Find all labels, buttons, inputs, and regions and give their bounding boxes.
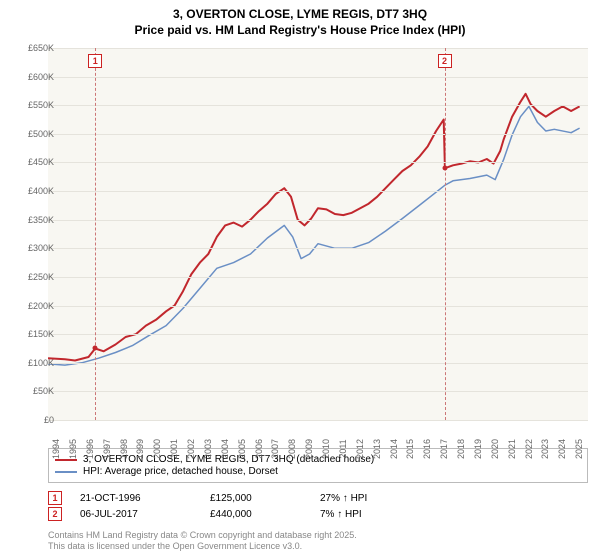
- transaction-marker: 1: [48, 491, 62, 505]
- x-axis-label: 2002: [186, 439, 196, 459]
- x-axis-label: 1996: [85, 439, 95, 459]
- x-axis-label: 2014: [389, 439, 399, 459]
- x-axis-label: 2022: [524, 439, 534, 459]
- x-axis-label: 1997: [102, 439, 112, 459]
- x-axis-label: 2007: [270, 439, 280, 459]
- y-axis-label: £250K: [28, 272, 54, 282]
- chart-container: 3, OVERTON CLOSE, LYME REGIS, DT7 3HQ Pr…: [0, 0, 600, 560]
- credits-line1: Contains HM Land Registry data © Crown c…: [48, 530, 357, 541]
- transaction-marker: 2: [48, 507, 62, 521]
- x-axis-label: 2008: [287, 439, 297, 459]
- legend-label: HPI: Average price, detached house, Dors…: [83, 466, 278, 477]
- x-axis-label: 2005: [237, 439, 247, 459]
- x-axis-label: 2021: [507, 439, 517, 459]
- transaction-row: 1 21-OCT-1996 £125,000 27% ↑ HPI: [48, 490, 397, 506]
- y-axis-label: £400K: [28, 186, 54, 196]
- x-axis-label: 2024: [557, 439, 567, 459]
- x-axis-label: 2001: [169, 439, 179, 459]
- legend-item-price-paid: 3, OVERTON CLOSE, LYME REGIS, DT7 3HQ (d…: [55, 454, 581, 465]
- y-axis-label: £0: [44, 415, 54, 425]
- transaction-price: £125,000: [210, 493, 290, 504]
- transaction-delta: 7% ↑ HPI: [320, 509, 362, 520]
- chart-marker: 2: [438, 54, 452, 68]
- credits: Contains HM Land Registry data © Crown c…: [48, 530, 357, 553]
- x-axis-label: 2020: [490, 439, 500, 459]
- legend-item-hpi: HPI: Average price, detached house, Dors…: [55, 466, 581, 477]
- sale-point: [93, 346, 98, 351]
- y-axis-label: £500K: [28, 129, 54, 139]
- y-axis-label: £150K: [28, 329, 54, 339]
- x-axis-label: 2013: [372, 439, 382, 459]
- x-axis-label: 2003: [203, 439, 213, 459]
- x-axis-label: 2019: [473, 439, 483, 459]
- x-axis-label: 1995: [68, 439, 78, 459]
- transaction-delta: 27% ↑ HPI: [320, 493, 367, 504]
- legend-swatch: [55, 471, 77, 473]
- transaction-date: 21-OCT-1996: [80, 493, 180, 504]
- x-axis-label: 2018: [456, 439, 466, 459]
- credits-line2: This data is licensed under the Open Gov…: [48, 541, 357, 552]
- x-axis-label: 2000: [152, 439, 162, 459]
- y-axis-label: £450K: [28, 157, 54, 167]
- y-axis-label: £550K: [28, 100, 54, 110]
- sale-point: [442, 166, 447, 171]
- x-axis-label: 2016: [422, 439, 432, 459]
- y-axis-label: £350K: [28, 215, 54, 225]
- title-line1: 3, OVERTON CLOSE, LYME REGIS, DT7 3HQ: [0, 6, 600, 22]
- x-axis-label: 2023: [540, 439, 550, 459]
- y-axis-label: £100K: [28, 358, 54, 368]
- x-axis-label: 2006: [254, 439, 264, 459]
- x-axis-label: 2010: [321, 439, 331, 459]
- title-line2: Price paid vs. HM Land Registry's House …: [0, 22, 600, 38]
- x-axis-label: 2009: [304, 439, 314, 459]
- x-axis-label: 2011: [338, 439, 348, 458]
- line-plots: [48, 48, 588, 420]
- plot-area: [48, 48, 588, 420]
- x-axis-label: 2012: [355, 439, 365, 459]
- y-axis-label: £50K: [33, 386, 54, 396]
- y-axis-label: £300K: [28, 243, 54, 253]
- x-axis-label: 1994: [51, 439, 61, 459]
- y-axis-label: £650K: [28, 43, 54, 53]
- x-axis-label: 1999: [135, 439, 145, 459]
- transaction-row: 2 06-JUL-2017 £440,000 7% ↑ HPI: [48, 506, 397, 522]
- x-axis-label: 2015: [405, 439, 415, 459]
- y-axis-label: £600K: [28, 72, 54, 82]
- x-axis-label: 2017: [439, 439, 449, 459]
- transactions-table: 1 21-OCT-1996 £125,000 27% ↑ HPI 2 06-JU…: [48, 490, 397, 522]
- x-axis-label: 2004: [220, 439, 230, 459]
- chart-marker: 1: [88, 54, 102, 68]
- transaction-price: £440,000: [210, 509, 290, 520]
- transaction-date: 06-JUL-2017: [80, 509, 180, 520]
- x-axis-label: 1998: [119, 439, 129, 459]
- y-axis-label: £200K: [28, 301, 54, 311]
- chart-title: 3, OVERTON CLOSE, LYME REGIS, DT7 3HQ Pr…: [0, 0, 600, 38]
- x-axis-label: 2025: [574, 439, 584, 459]
